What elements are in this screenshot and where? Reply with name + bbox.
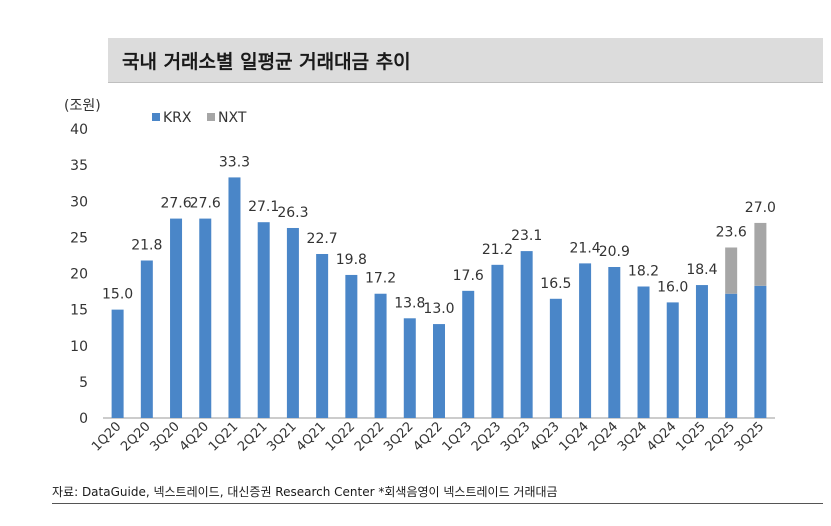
- x-tick-label-1Q22: 1Q22: [323, 419, 358, 454]
- x-tick-label-3Q20: 3Q20: [147, 419, 182, 454]
- data-label-3Q25: 27.0: [745, 200, 776, 216]
- data-label-1Q24: 21.4: [570, 240, 601, 256]
- data-label-3Q21: 26.3: [277, 205, 308, 221]
- x-tick-label-2Q25: 2Q25: [703, 419, 738, 454]
- legend-swatch-nxt: [207, 113, 215, 121]
- y-tick-label: 5: [79, 375, 88, 391]
- legend-label-krx: KRX: [163, 110, 192, 126]
- data-label-3Q20: 27.6: [160, 196, 191, 212]
- bar-krx-2Q22: [374, 293, 387, 418]
- x-tick-label-2Q24: 2Q24: [586, 419, 621, 454]
- bar-krx-2Q23: [491, 264, 504, 418]
- bar-krx-2Q24: [608, 266, 621, 418]
- data-label-2Q21: 27.1: [248, 199, 279, 215]
- bottom-divider: [52, 503, 823, 504]
- bar-krx-1Q25: [695, 285, 708, 418]
- bar-krx-3Q24: [637, 286, 650, 418]
- bar-krx-3Q25: [754, 285, 767, 418]
- y-tick-label: 0: [79, 411, 88, 427]
- legend-swatch-krx: [152, 113, 160, 121]
- data-label-1Q23: 17.6: [453, 268, 484, 284]
- data-label-2Q23: 21.2: [482, 242, 513, 258]
- data-label-3Q22: 13.8: [394, 295, 425, 311]
- bar-krx-3Q23: [520, 251, 533, 418]
- data-label-2Q24: 20.9: [599, 244, 630, 260]
- data-label-2Q20: 21.8: [131, 237, 162, 253]
- x-tick-label-4Q20: 4Q20: [177, 419, 212, 454]
- data-label-4Q23: 16.5: [540, 276, 571, 292]
- y-tick-label: 15: [70, 303, 88, 319]
- x-tick-label-3Q24: 3Q24: [615, 419, 650, 454]
- data-label-2Q25: 23.6: [716, 224, 747, 240]
- bar-krx-4Q22: [433, 324, 445, 418]
- x-tick-label-4Q24: 4Q24: [644, 419, 679, 454]
- data-label-1Q22: 19.8: [336, 252, 367, 268]
- source-note: 자료: DataGuide, 넥스트레이드, 대신증권 Research Cen…: [52, 485, 558, 499]
- bar-chart: (조원) 0 5 10 15 20 25 30 35 40 KRX NXT 15.0 1Q20 21.8 2Q…: [64, 98, 776, 455]
- x-tick-label-4Q23: 4Q23: [527, 419, 562, 454]
- x-tick-label-3Q21: 3Q21: [264, 419, 299, 454]
- chart-title: 국내 거래소별 일평균 거래대금 추이: [122, 51, 411, 73]
- y-tick-label: 25: [70, 230, 88, 246]
- bar-krx-1Q23: [462, 290, 475, 418]
- y-tick-label: 10: [70, 339, 88, 355]
- y-tick-label: 20: [70, 267, 88, 283]
- x-tick-label-1Q21: 1Q21: [206, 419, 241, 454]
- data-label-2Q22: 17.2: [365, 271, 396, 287]
- bar-krx-3Q22: [403, 318, 416, 418]
- bar-krx-2Q20: [140, 260, 153, 418]
- x-tick-label-2Q23: 2Q23: [469, 419, 504, 454]
- data-label-4Q20: 27.6: [190, 196, 221, 212]
- data-label-3Q23: 23.1: [511, 228, 542, 244]
- y-tick-label: 40: [70, 122, 88, 138]
- data-label-4Q22: 13.0: [423, 301, 454, 317]
- data-label-3Q24: 18.2: [628, 264, 659, 280]
- bar-krx-3Q21: [286, 227, 299, 418]
- x-tick-label-3Q22: 3Q22: [381, 419, 416, 454]
- data-label-4Q21: 22.7: [307, 231, 338, 247]
- x-tick-label-4Q21: 4Q21: [294, 419, 329, 454]
- x-tick-label-2Q22: 2Q22: [352, 419, 387, 454]
- bar-krx-1Q24: [579, 263, 592, 418]
- bar-krx-3Q20: [170, 218, 183, 418]
- legend-label-nxt: NXT: [218, 110, 247, 126]
- x-tick-label-3Q23: 3Q23: [498, 419, 533, 454]
- x-tick-label-3Q25: 3Q25: [732, 419, 767, 454]
- title-bar: 국내 거래소별 일평균 거래대금 추이: [108, 38, 823, 83]
- bar-krx-4Q21: [316, 253, 329, 418]
- x-tick-label-4Q22: 4Q22: [410, 419, 445, 454]
- bar-krx-4Q24: [666, 302, 679, 418]
- y-tick-label: 30: [70, 194, 88, 210]
- x-tick-label-1Q20: 1Q20: [89, 419, 124, 454]
- bar-krx-4Q23: [549, 298, 562, 418]
- bar-krx-2Q21: [257, 222, 270, 418]
- data-label-1Q25: 18.4: [686, 262, 717, 278]
- bar-nxt-2Q25: [725, 247, 738, 294]
- bar-krx-1Q20: [111, 309, 124, 418]
- bar-krx-4Q20: [199, 218, 212, 418]
- bar-krx-2Q25: [725, 293, 738, 418]
- bar-nxt-3Q25: [754, 222, 767, 286]
- bar-krx-1Q22: [345, 274, 358, 418]
- data-label-1Q21: 33.3: [219, 154, 250, 170]
- x-tick-label-1Q23: 1Q23: [440, 419, 475, 454]
- bar-krx-1Q21: [228, 177, 241, 418]
- x-tick-label-1Q24: 1Q24: [557, 419, 592, 454]
- y-axis-unit-label: (조원): [64, 98, 101, 114]
- x-tick-label-2Q21: 2Q21: [235, 419, 270, 454]
- y-tick-label: 35: [70, 158, 88, 174]
- x-tick-label-2Q20: 2Q20: [118, 419, 153, 454]
- data-label-4Q24: 16.0: [657, 279, 688, 295]
- x-tick-label-1Q25: 1Q25: [673, 419, 708, 454]
- data-label-1Q20: 15.0: [102, 287, 133, 303]
